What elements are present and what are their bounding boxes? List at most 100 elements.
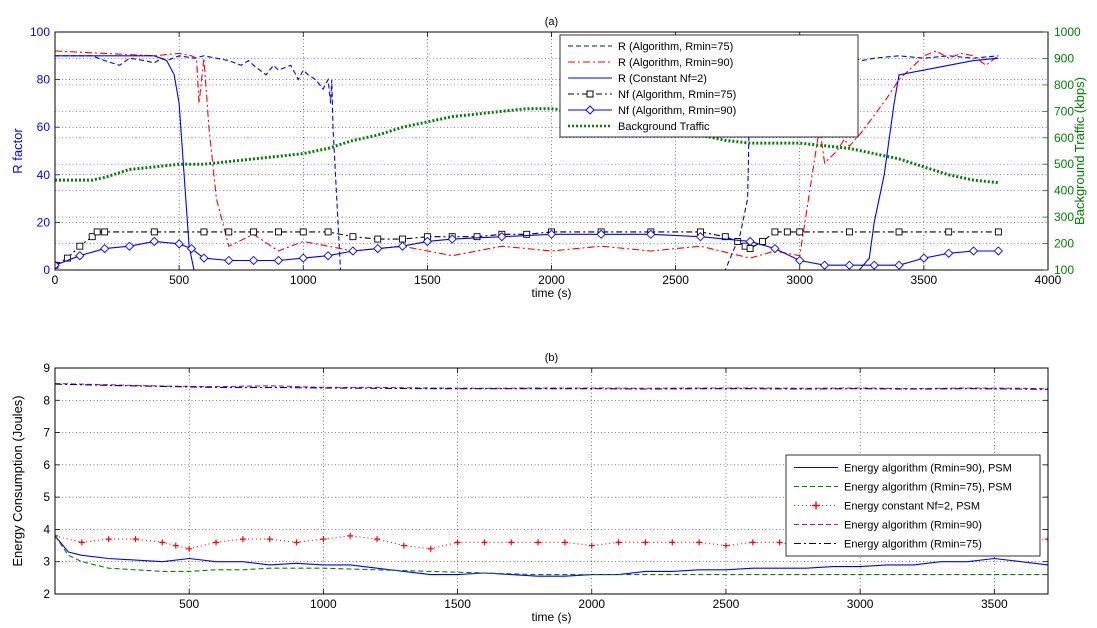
series-group <box>55 50 1003 270</box>
data-point <box>745 236 755 247</box>
data-point <box>224 255 234 266</box>
data-point <box>63 254 71 262</box>
legend-label: R (Algorithm, Rmin=90) <box>618 57 733 69</box>
legend-label: Energy algorithm (Rmin=90), PSM <box>844 463 1012 475</box>
data-point <box>696 539 703 546</box>
legend-label: R (Algorithm, Rmin=75) <box>618 41 733 53</box>
data-point <box>968 246 979 256</box>
data-point <box>373 243 383 254</box>
series-group <box>55 382 1048 577</box>
legend-label: Energy constant Nf=2, PSM <box>844 501 980 513</box>
data-point <box>795 255 805 266</box>
data-point <box>722 542 729 549</box>
data-point <box>1045 536 1048 543</box>
legend-label: Nf (Algorithm, Rmin=90) <box>618 105 736 117</box>
data-point <box>919 253 929 263</box>
y-tick-label: 40 <box>37 168 51 182</box>
data-point <box>76 242 84 250</box>
data-point <box>225 228 233 236</box>
y2-tick-label: 100 <box>1054 263 1074 277</box>
data-point <box>399 235 406 243</box>
data-point <box>293 539 300 546</box>
data-point <box>347 532 354 539</box>
data-point <box>796 228 804 236</box>
data-point <box>844 260 855 270</box>
data-point <box>186 545 193 552</box>
series-line-0 <box>55 535 1048 577</box>
series-line-4 <box>55 233 999 266</box>
x-tick-label: 3000 <box>847 597 874 611</box>
x-tick-label: 2000 <box>538 273 565 287</box>
legend-label: Energy algorithm (Rmin=75), PSM <box>844 482 1012 494</box>
y2-tick-label: 400 <box>1054 184 1074 198</box>
x-tick-label: 1500 <box>444 597 471 611</box>
data-point <box>298 253 308 263</box>
data-point <box>124 241 135 251</box>
y2-tick-label: 600 <box>1054 131 1074 145</box>
data-point <box>374 536 381 543</box>
data-point <box>374 235 382 243</box>
y-tick-label: 100 <box>30 25 50 39</box>
data-point <box>348 246 358 256</box>
x-tick-label: 1500 <box>414 273 441 287</box>
x-axis-label: time (s) <box>532 610 572 624</box>
data-point <box>944 248 954 258</box>
y-axis-label: Energy Consumption (Joules) <box>10 395 25 566</box>
data-point <box>669 539 676 546</box>
data-point <box>734 237 742 245</box>
data-point <box>324 228 332 236</box>
data-point <box>535 539 542 546</box>
data-point <box>320 536 327 543</box>
data-point <box>497 232 507 242</box>
y2-tick-label: 300 <box>1054 210 1074 224</box>
series-line-4 <box>55 383 1048 390</box>
x-axis-label: time (s) <box>532 286 572 300</box>
data-point <box>588 542 595 549</box>
data-point <box>546 229 557 239</box>
series-line-5 <box>55 107 999 185</box>
data-point <box>481 539 488 546</box>
legend-label: Energy algorithm (Rmin=90) <box>844 520 982 532</box>
data-point <box>93 228 101 236</box>
x-tick-label: 500 <box>169 273 189 287</box>
y2-tick-label: 200 <box>1054 237 1074 251</box>
data-point <box>159 539 166 546</box>
data-point <box>427 545 434 552</box>
data-point <box>993 246 1003 256</box>
data-point <box>746 245 754 253</box>
data-point <box>132 536 139 543</box>
legend-label: R (Constant Nf=2) <box>618 73 707 85</box>
data-point <box>523 230 531 238</box>
data-point <box>100 243 110 254</box>
y2-tick-label: 900 <box>1054 51 1074 65</box>
x-tick-label: 1000 <box>310 597 337 611</box>
data-point <box>248 255 259 266</box>
grid <box>55 32 1048 270</box>
data-point <box>213 539 220 546</box>
y-tick-label: 80 <box>37 73 51 87</box>
y-tick-label: 3 <box>43 555 50 569</box>
y-tick-label: 8 <box>43 393 50 407</box>
legend-marker <box>585 105 595 115</box>
series-line-0 <box>55 55 999 270</box>
data-point <box>596 229 606 239</box>
data-point <box>646 229 656 239</box>
legend-label: Background Traffic <box>618 121 710 133</box>
data-point <box>397 241 408 251</box>
legend-marker <box>812 501 820 510</box>
y-axis-label: R factor <box>10 128 25 174</box>
data-point <box>75 251 85 261</box>
data-point <box>642 539 649 546</box>
series-line-3 <box>55 382 1048 390</box>
data-point <box>78 539 85 546</box>
series-line-2 <box>55 55 999 270</box>
data-point <box>105 536 112 543</box>
data-point <box>894 260 904 270</box>
data-point <box>508 539 515 546</box>
y-tick-label: 7 <box>43 426 50 440</box>
legend: Energy algorithm (Rmin=90), PSM Energy al… <box>785 454 1041 557</box>
data-point <box>721 233 729 241</box>
data-point <box>299 228 307 236</box>
data-point <box>149 236 159 247</box>
